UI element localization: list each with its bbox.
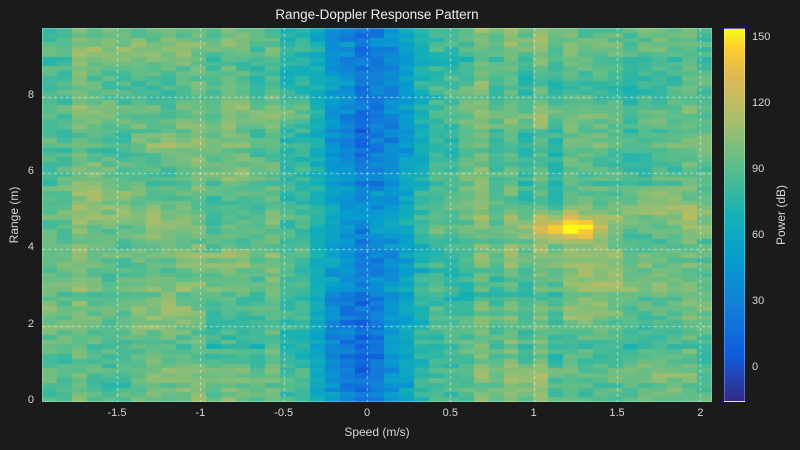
colorbar [724,28,745,402]
y-tick-label: 2 [27,317,34,330]
x-tick-label: -1.5 [107,407,127,419]
range-doppler-heatmap [42,28,712,402]
x-tick-label: 1.5 [609,407,625,419]
colorbar-tick-label: 150 [752,31,771,43]
x-tick-label: 2 [697,407,704,419]
x-tick-label: -1 [195,407,206,419]
y-tick-label: 0 [27,394,34,406]
x-tick-label: 1 [530,407,537,419]
plot-area [42,28,712,402]
x-tick-label: 0 [363,407,371,419]
y-tick-label: 6 [27,165,34,178]
y-axis-label: Range (m) [7,186,21,244]
y-tick-label: 8 [27,88,34,101]
x-tick-label: -0.5 [274,407,294,419]
colorbar-tick-label: 120 [752,97,771,109]
chart-title: Range-Doppler Response Pattern [275,7,479,22]
colorbar-tick-label: 60 [752,229,765,241]
colorbar-label: Power (dB) [774,184,788,246]
colorbar-tick-label: 90 [752,163,765,175]
x-tick-label: 0.5 [442,407,458,419]
colorbar-tick-label: 0 [752,361,759,373]
x-axis-label: Speed (m/s) [344,425,410,439]
colorbar-tick-label: 30 [752,295,765,307]
